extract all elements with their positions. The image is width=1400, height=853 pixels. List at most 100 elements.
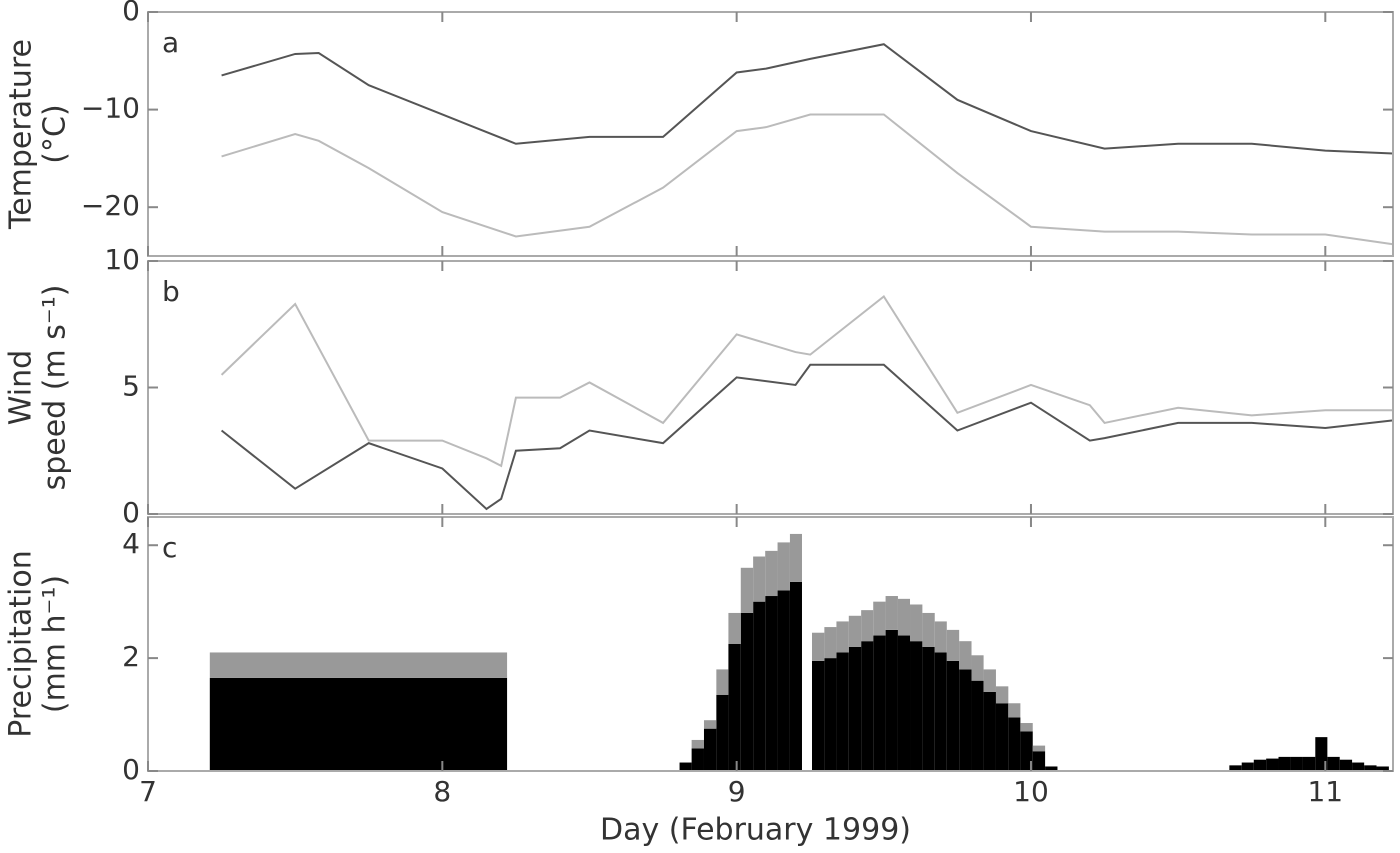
y-axis-label: (°C) — [38, 104, 73, 163]
y-tick-label: 2 — [122, 640, 140, 673]
x-tick-label: 10 — [1013, 775, 1049, 808]
bar — [1020, 723, 1033, 732]
y-axis-label: (mm h⁻¹) — [38, 575, 73, 713]
bar — [753, 556, 766, 602]
bar — [789, 533, 802, 582]
bar — [995, 703, 1009, 771]
bar — [910, 641, 923, 771]
bar — [1045, 766, 1058, 771]
bar — [765, 596, 778, 771]
y-axis-label: Temperature — [4, 39, 39, 230]
bar — [848, 646, 862, 771]
bar — [716, 669, 729, 695]
bar — [1290, 756, 1303, 771]
bar — [946, 629, 960, 661]
y-tick-label: −20 — [81, 189, 140, 222]
bar — [934, 652, 947, 771]
y-axis-label: Wind — [4, 350, 39, 425]
bar — [1253, 759, 1267, 771]
panel-label: a — [162, 26, 179, 59]
bar — [1339, 759, 1353, 771]
bar — [971, 680, 984, 771]
bar — [934, 621, 947, 653]
bar — [848, 615, 862, 647]
x-axis-label: Day (February 1999) — [600, 813, 911, 848]
y-axis-label: speed (m s⁻¹) — [38, 285, 73, 491]
bar — [861, 610, 874, 642]
data-line — [220, 294, 1393, 468]
bar — [1327, 756, 1340, 771]
bar — [873, 601, 886, 636]
bar — [740, 567, 754, 613]
plot-frame — [147, 260, 1394, 515]
bar — [1008, 717, 1021, 771]
bar — [1278, 756, 1291, 771]
x-tick-label: 8 — [433, 775, 451, 808]
bar — [824, 658, 837, 771]
bar — [824, 627, 837, 659]
bar — [836, 652, 849, 771]
bar — [1032, 751, 1046, 771]
bar — [910, 604, 923, 642]
y-tick-label: 4 — [122, 527, 140, 560]
bar — [959, 641, 972, 670]
bar — [1229, 765, 1242, 771]
bar — [885, 629, 898, 771]
bar — [1020, 731, 1033, 771]
bar — [789, 581, 802, 771]
bar — [703, 720, 717, 729]
bar — [1241, 762, 1254, 771]
bar — [691, 739, 704, 749]
bar — [1008, 703, 1021, 718]
x-tick-label: 11 — [1307, 775, 1343, 808]
y-tick-label: 0 — [122, 496, 140, 529]
y-axis-label: Precipitation — [4, 550, 39, 738]
y-tick-label: 5 — [122, 370, 140, 403]
bar — [753, 601, 766, 771]
bar — [209, 652, 508, 678]
x-tick-label: 7 — [139, 775, 157, 808]
panel-label: c — [162, 531, 177, 564]
bar — [946, 660, 960, 771]
data-line — [221, 43, 1394, 155]
bar — [728, 644, 741, 771]
bar — [1302, 756, 1316, 771]
x-tick-label: 9 — [728, 775, 746, 808]
bar — [897, 598, 911, 636]
bar — [995, 686, 1009, 704]
bar — [740, 612, 754, 771]
bar — [728, 612, 741, 644]
data-line — [221, 113, 1394, 246]
bar — [1364, 765, 1377, 771]
bar — [1352, 762, 1365, 771]
y-tick-label: −10 — [81, 92, 140, 125]
bar — [922, 612, 935, 647]
plot-frame — [147, 11, 1394, 257]
bar — [812, 660, 825, 771]
bar — [959, 669, 972, 771]
bar — [691, 748, 704, 771]
bar — [861, 641, 874, 771]
plot-frame — [147, 516, 1394, 772]
bar — [1266, 758, 1279, 771]
data-line — [220, 363, 1394, 511]
bar — [873, 635, 886, 771]
bar — [765, 550, 778, 597]
y-tick-label: 0 — [122, 753, 140, 786]
bar — [777, 542, 790, 591]
bar — [679, 762, 692, 771]
y-tick-label: 10 — [104, 243, 140, 276]
bar — [922, 646, 935, 771]
bar — [983, 669, 996, 692]
bar — [836, 621, 849, 653]
panel-label: b — [162, 275, 180, 308]
bar — [716, 694, 729, 771]
bar — [983, 691, 996, 771]
bar — [897, 635, 911, 771]
bar — [812, 632, 825, 661]
bar — [209, 677, 508, 771]
bar — [1032, 745, 1046, 752]
y-tick-label: 0 — [122, 0, 140, 27]
bar — [703, 728, 717, 771]
